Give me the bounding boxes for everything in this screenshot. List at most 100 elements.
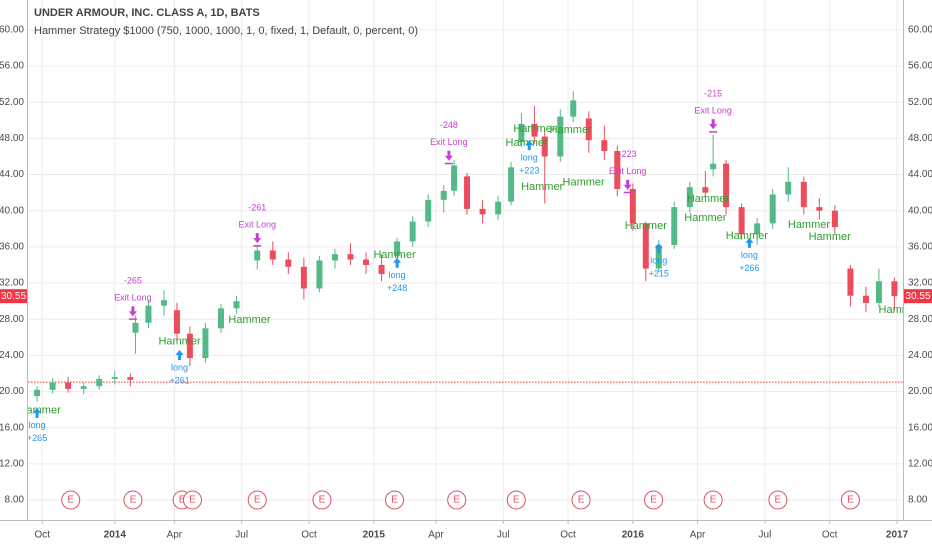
entry-arrow bbox=[175, 349, 184, 360]
earnings-marker bbox=[385, 490, 405, 510]
candle-body bbox=[233, 301, 240, 309]
y-tick-label: 24.00 bbox=[908, 350, 932, 361]
candle-body bbox=[394, 241, 401, 256]
earnings-marker bbox=[571, 490, 591, 510]
candle-body bbox=[495, 201, 502, 215]
earnings-marker bbox=[703, 490, 723, 510]
entry-profit: +215 bbox=[649, 269, 669, 279]
candle-body bbox=[202, 328, 209, 359]
y-tick-label: 12.00 bbox=[908, 459, 932, 470]
earnings-marker bbox=[123, 490, 143, 510]
candle-body bbox=[127, 377, 134, 380]
candle-body bbox=[479, 208, 486, 215]
x-tick-label: Apr bbox=[428, 530, 444, 541]
hammer-label: Hammer bbox=[19, 404, 62, 416]
entry-profit: +248 bbox=[387, 283, 407, 293]
y-tick-label: 48.00 bbox=[0, 133, 24, 144]
chart-subtitle: Hammer Strategy $1000 (750, 1000, 1000, … bbox=[34, 25, 418, 37]
earnings-label: E bbox=[391, 495, 398, 506]
hammer-label: Hammer bbox=[158, 336, 201, 348]
y-tick-label: 20.00 bbox=[908, 386, 932, 397]
candle-body bbox=[629, 189, 636, 224]
x-tick-label: 2016 bbox=[622, 530, 645, 541]
earnings-label: E bbox=[513, 495, 520, 506]
earnings-marker bbox=[447, 490, 467, 510]
candle-body bbox=[655, 245, 662, 269]
earnings-label: E bbox=[67, 495, 74, 506]
candle-body bbox=[785, 181, 792, 195]
exit-arrow bbox=[253, 233, 262, 247]
y-tick-label: 44.00 bbox=[0, 169, 24, 180]
y-tick-label: 8.00 bbox=[5, 495, 25, 506]
candle-body bbox=[440, 190, 447, 200]
candle-body bbox=[111, 377, 118, 379]
y-tick-label: 40.00 bbox=[908, 205, 932, 216]
axes bbox=[0, 0, 932, 521]
entry-arrow bbox=[654, 243, 663, 254]
candle-body bbox=[464, 176, 471, 209]
earnings-label: E bbox=[254, 495, 261, 506]
candle-body bbox=[800, 181, 807, 208]
candle-body bbox=[285, 259, 292, 267]
y-tick-label: 16.00 bbox=[0, 422, 24, 433]
entry-label: long bbox=[389, 270, 406, 280]
last-price-label: 30.55 bbox=[1, 291, 26, 302]
entry-label: long bbox=[741, 250, 758, 260]
exit-arrow bbox=[623, 179, 632, 194]
exit-label: Exit Long bbox=[114, 293, 152, 303]
entry-label: long bbox=[650, 256, 667, 266]
candle-body bbox=[531, 123, 538, 137]
candle-body bbox=[686, 187, 693, 208]
earnings-label: E bbox=[179, 495, 186, 506]
x-tick-label: Oct bbox=[34, 530, 50, 541]
candle-body bbox=[217, 308, 224, 329]
entry-arrow bbox=[33, 407, 42, 418]
candle-body bbox=[614, 151, 621, 190]
candle-body bbox=[254, 250, 261, 261]
last-price-badge bbox=[0, 289, 27, 304]
y-tick-label: 60.00 bbox=[908, 24, 932, 35]
candle-body bbox=[65, 382, 72, 389]
x-tick-label: Jul bbox=[497, 530, 510, 541]
earnings-marker bbox=[644, 490, 664, 510]
candle-body bbox=[409, 221, 416, 242]
candle-body bbox=[541, 136, 548, 157]
hammer-label: Hammer bbox=[684, 212, 727, 224]
candle-body bbox=[34, 389, 41, 397]
candle-body bbox=[710, 163, 717, 170]
candle-body bbox=[80, 386, 87, 389]
earnings-label: E bbox=[130, 495, 137, 506]
y-tick-label: 48.00 bbox=[908, 133, 932, 144]
y-tick-label: 28.00 bbox=[908, 314, 932, 325]
x-tick-label: Jul bbox=[759, 530, 772, 541]
exit-label: Exit Long bbox=[430, 137, 468, 147]
candle-body bbox=[269, 250, 276, 260]
earnings-marker bbox=[247, 490, 267, 510]
exit-profit: -215 bbox=[704, 89, 722, 99]
x-tick-label: Oct bbox=[822, 530, 838, 541]
candle-body bbox=[173, 310, 180, 334]
entry-profit: +266 bbox=[739, 263, 759, 273]
exit-label: Exit Long bbox=[238, 219, 276, 229]
y-tick-label: 52.00 bbox=[908, 97, 932, 108]
candle-body bbox=[160, 300, 167, 306]
candle-body bbox=[363, 259, 370, 265]
candle-body bbox=[331, 254, 338, 261]
y-tick-label: 32.00 bbox=[0, 278, 24, 289]
y-tick-label: 36.00 bbox=[0, 242, 24, 253]
y-tick-label: 36.00 bbox=[908, 242, 932, 253]
y-tick-label: 12.00 bbox=[0, 459, 24, 470]
exit-label: Exit Long bbox=[609, 166, 647, 176]
hammer-label: Hammer bbox=[625, 220, 668, 232]
earnings-marker bbox=[312, 490, 332, 510]
candle-body bbox=[557, 116, 564, 157]
earnings-label: E bbox=[319, 495, 326, 506]
exit-profit: -248 bbox=[440, 120, 458, 130]
candle-body bbox=[769, 194, 776, 224]
y-tick-label: 32.00 bbox=[908, 278, 932, 289]
candle-body bbox=[570, 100, 577, 117]
entry-arrow bbox=[393, 257, 402, 268]
earnings-label: E bbox=[189, 495, 196, 506]
candle-body bbox=[847, 268, 854, 296]
